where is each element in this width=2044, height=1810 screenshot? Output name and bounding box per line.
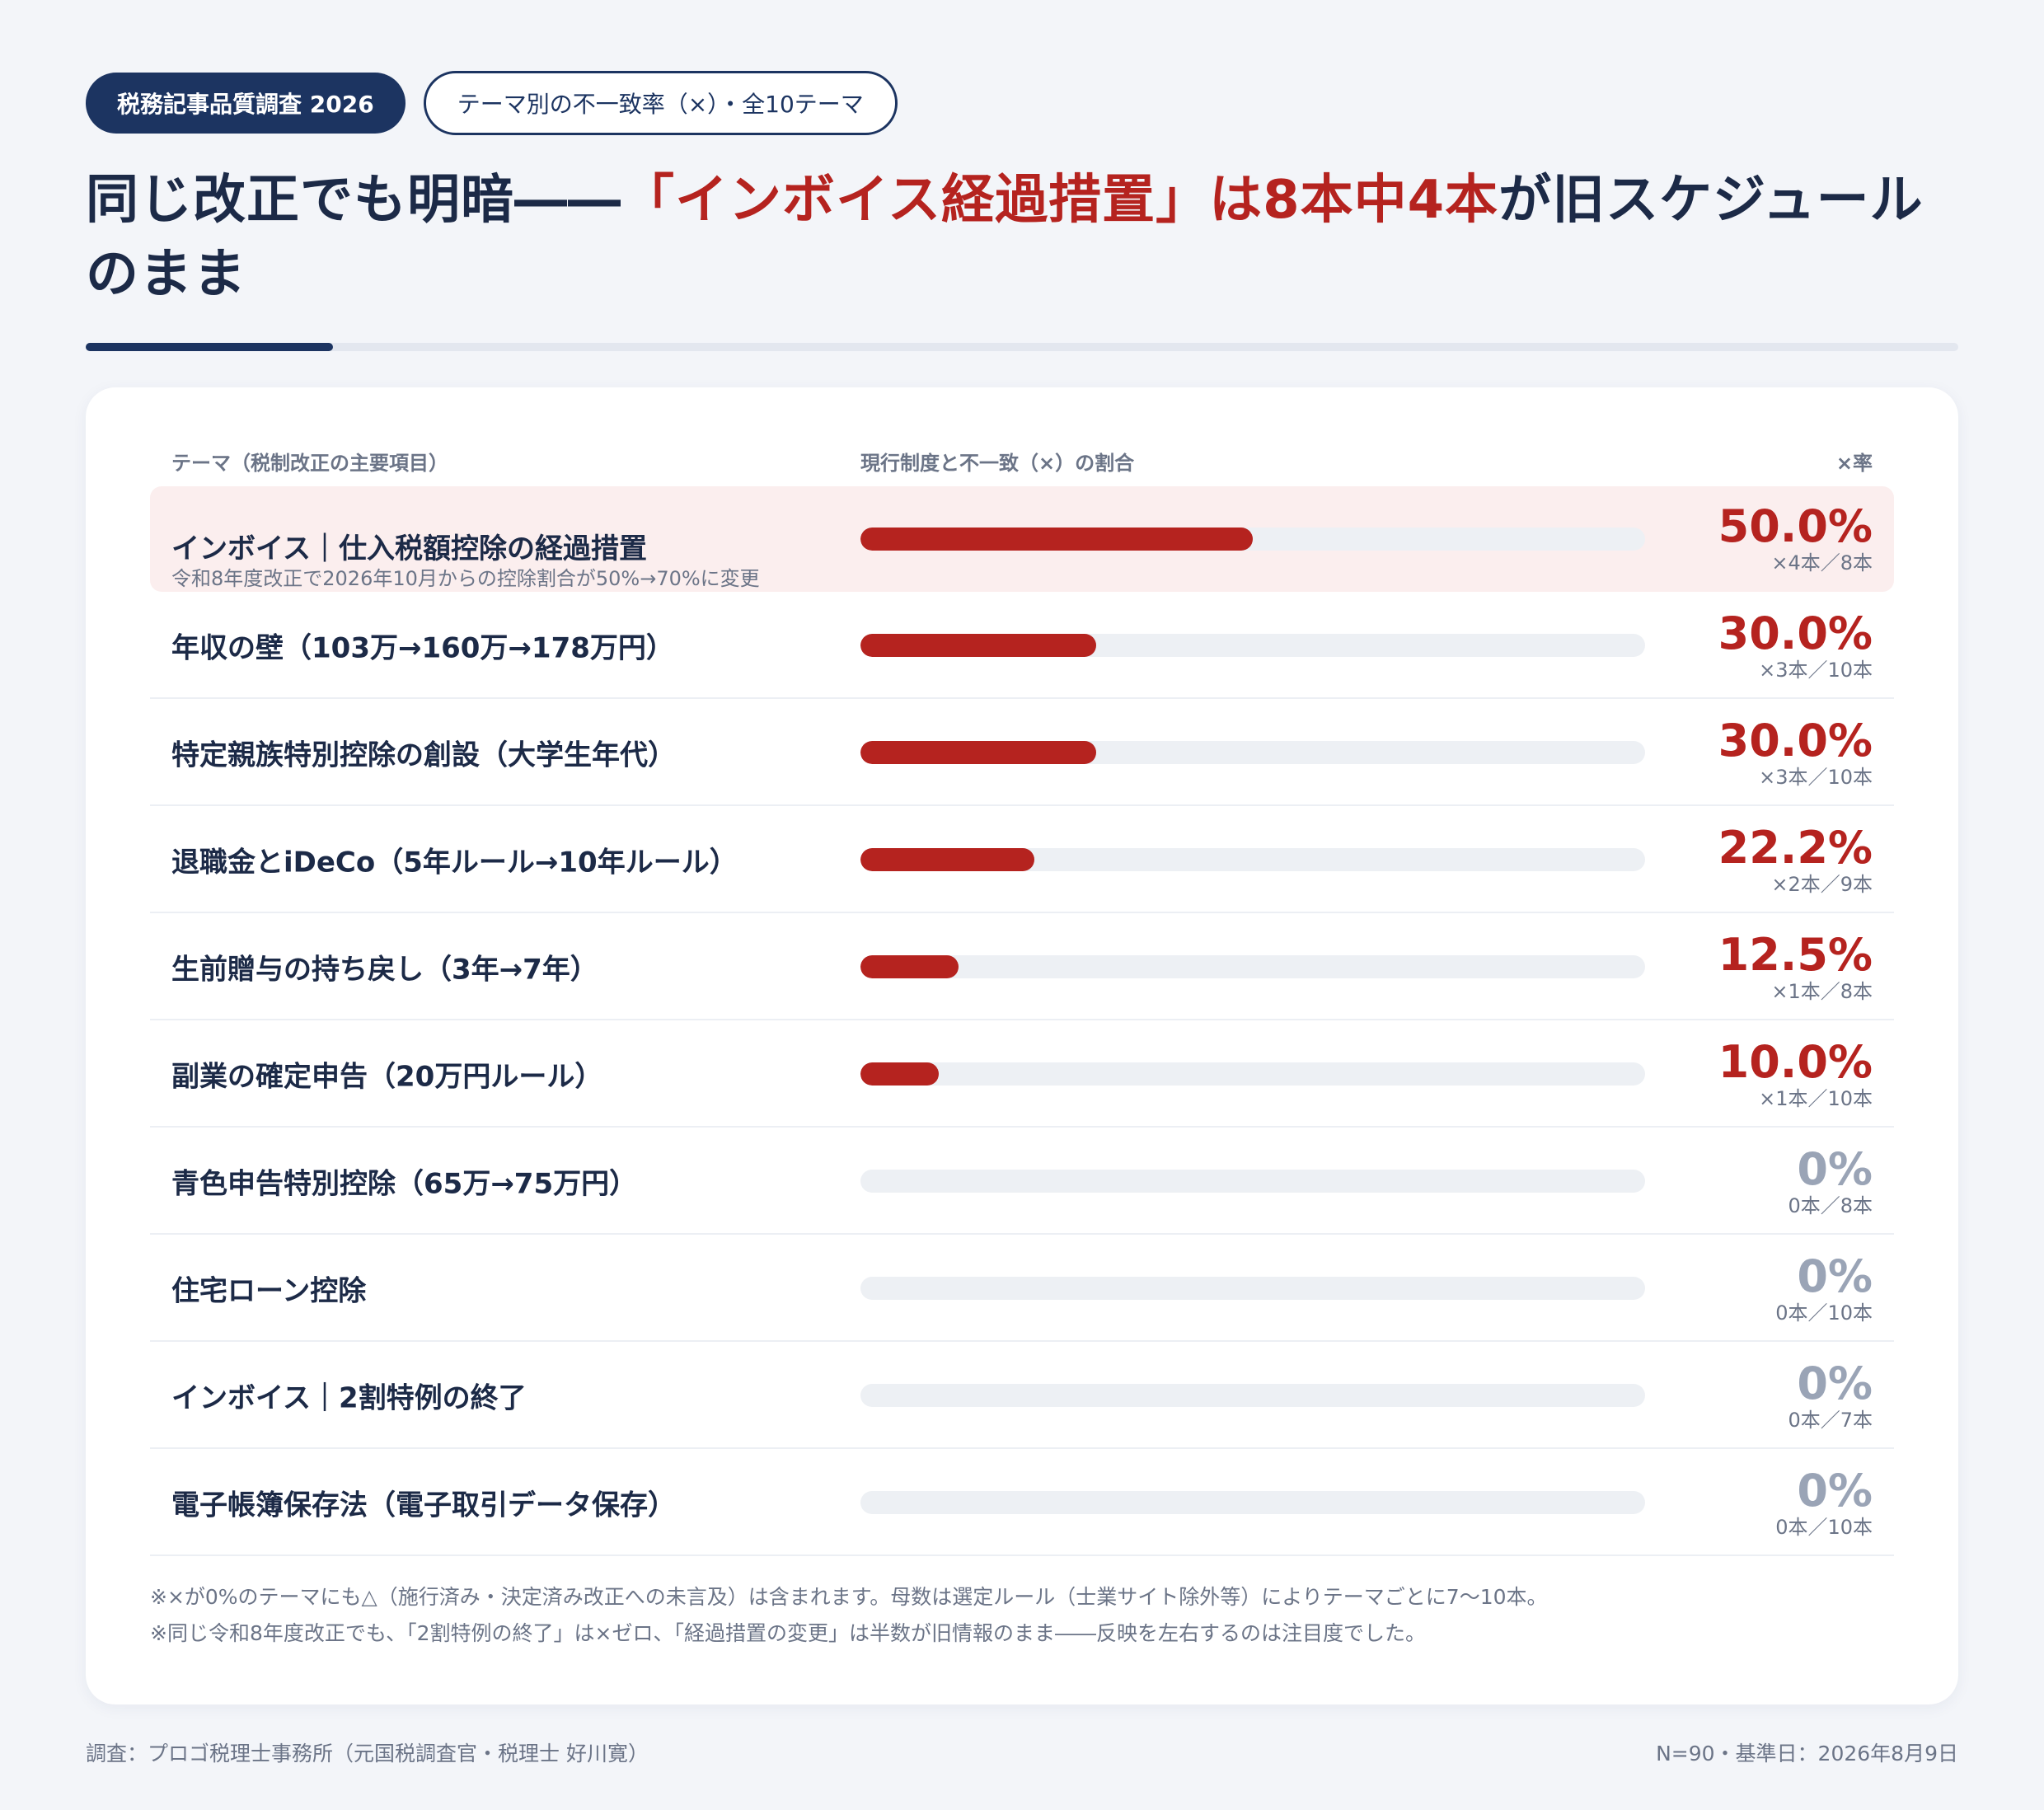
table-row: 年収の壁（103万→160万→178万円） 30.0% ×3本／10本 [150,593,1894,699]
rate-percent: 12.5% [1718,929,1873,981]
row-label: インボイス｜仕入税額控除の経過措置 [171,532,647,565]
bar [860,528,1253,551]
bar [860,741,1096,764]
row-label: 住宅ローン控除 [171,1274,367,1308]
table-row: 生前贈与の持ち戻し（3年→7年） 12.5% ×1本／8本 [150,915,1894,1020]
bar-track [860,1062,1645,1086]
bar [860,1062,940,1086]
rate-percent: 30.0% [1718,607,1873,659]
row-label: 年収の壁（103万→160万→178万円） [171,631,674,665]
table-row: 電子帳簿保存法（電子取引データ保存） 0% 0本／10本 [150,1451,1894,1556]
rate-count: 0本／8本 [1788,1194,1873,1217]
footnotes: ※×が0%のテーマにも△（施行済み・決定済み改正への未言及）は含まれます。母数は… [150,1579,1548,1652]
bar-track [860,1384,1645,1407]
bar-track [860,955,1645,978]
row-label: 特定親族特別控除の創設（大学生年代） [171,739,676,772]
headline-part-1: 同じ改正でも明暗―― [86,170,621,231]
rate-percent: 0% [1797,1143,1873,1195]
bar-track [860,741,1645,764]
bar [860,955,959,978]
rate-cell: 30.0% ×3本／10本 [1718,717,1873,790]
table-row: 特定親族特別控除の創設（大学生年代） 30.0% ×3本／10本 [150,701,1894,806]
rate-percent: 0% [1797,1358,1873,1409]
rate-percent: 0% [1797,1250,1873,1302]
scope-tag: テーマ別の不一致率（×）・全10テーマ [423,71,898,135]
rate-cell: 0% 0本／8本 [1788,1146,1873,1218]
rate-cell: 50.0% ×4本／8本 [1718,503,1873,575]
bar-track [860,1170,1645,1193]
rate-percent: 10.0% [1718,1036,1873,1088]
rate-count: ×3本／10本 [1759,659,1873,682]
rate-cell: 22.2% ×2本／9本 [1718,824,1873,897]
bar-track [860,848,1645,871]
bar [860,848,1035,871]
chart-rows: インボイス｜仕入税額控除の経過措置 令和8年度改正で2026年10月からの控除割合… [150,486,1894,1558]
rate-cell: 12.5% ×1本／8本 [1718,931,1873,1004]
row-label: 生前贈与の持ち戻し（3年→7年） [171,953,598,987]
row-label: 退職金とiDeCo（5年ルール→10年ルール） [171,846,738,879]
header-tags: 税務記事品質調査 2026 テーマ別の不一致率（×）・全10テーマ [86,71,898,135]
bar [860,634,1096,657]
bar-track [860,1277,1645,1300]
sample-meta: N=90・基準日：2026年8月9日 [1656,1742,1958,1765]
footnote-1: ※×が0%のテーマにも△（施行済み・決定済み改正への未言及）は含まれます。母数は… [150,1585,1548,1609]
row-label: インボイス｜2割特例の終了 [171,1381,527,1415]
rate-count: 0本／7本 [1788,1409,1873,1432]
table-row: 住宅ローン控除 0% 0本／10本 [150,1236,1894,1342]
rate-cell: 30.0% ×3本／10本 [1718,610,1873,682]
source-credit: 調査：プロゴ税理士事務所（元国税調査官・税理士 好川寛） [86,1742,649,1765]
row-label: 副業の確定申告（20万円ルール） [171,1060,603,1094]
rate-count: ×4本／8本 [1771,551,1873,574]
rate-percent: 50.0% [1718,500,1873,552]
headline-part-3: が旧スケジュールのまま [86,170,1924,305]
chart-card [86,387,1958,1704]
rate-count: 0本／10本 [1775,1516,1873,1539]
table-row: インボイス｜2割特例の終了 0% 0本／7本 [150,1343,1894,1449]
rate-percent: 22.2% [1718,822,1873,874]
column-header-theme: テーマ（税制改正の主要項目） [171,452,448,475]
headline-highlight: 「インボイス経過措置」は8本中4本 [621,170,1499,231]
title-divider [86,343,1958,351]
row-sublabel: 令和8年度改正で2026年10月からの控除割合が50%→70%に変更 [171,567,760,590]
rate-count: ×3本／10本 [1759,766,1873,789]
rate-count: ×1本／8本 [1771,980,1873,1003]
table-row: 退職金とiDeCo（5年ルール→10年ルール） 22.2% ×2本／9本 [150,808,1894,913]
table-row: 副業の確定申告（20万円ルール） 10.0% ×1本／10本 [150,1022,1894,1128]
rate-cell: 0% 0本／10本 [1775,1467,1873,1540]
rate-percent: 30.0% [1718,715,1873,767]
rate-cell: 10.0% ×1本／10本 [1718,1039,1873,1111]
table-row: インボイス｜仕入税額控除の経過措置 令和8年度改正で2026年10月からの控除割合… [150,486,1894,592]
title-divider-accent [86,343,333,351]
bar-track [860,634,1645,657]
column-header-rate: ×率 [1835,452,1873,475]
rate-cell: 0% 0本／10本 [1775,1253,1873,1325]
rate-cell: 0% 0本／7本 [1788,1360,1873,1433]
page-title: 同じ改正でも明暗――「インボイス経過措置」は8本中4本が旧スケジュールのまま [86,163,1965,312]
rate-count: ×1本／10本 [1759,1087,1873,1110]
column-header-bar: 現行制度と不一致（×）の割合 [860,452,1135,475]
bar-track [860,528,1645,551]
rate-count: 0本／10本 [1775,1301,1873,1325]
footnote-2: ※同じ令和8年度改正でも、「2割特例の終了」は×ゼロ、「経過措置の変更」は半数が… [150,1621,1426,1645]
rate-count: ×2本／9本 [1771,873,1873,896]
bar-track [860,1491,1645,1514]
row-label: 電子帳簿保存法（電子取引データ保存） [171,1489,676,1522]
rate-percent: 0% [1797,1465,1873,1517]
table-row: 青色申告特別控除（65万→75万円） 0% 0本／8本 [150,1129,1894,1235]
row-label: 青色申告特別控除（65万→75万円） [171,1167,638,1201]
survey-tag: 税務記事品質調査 2026 [86,73,406,134]
